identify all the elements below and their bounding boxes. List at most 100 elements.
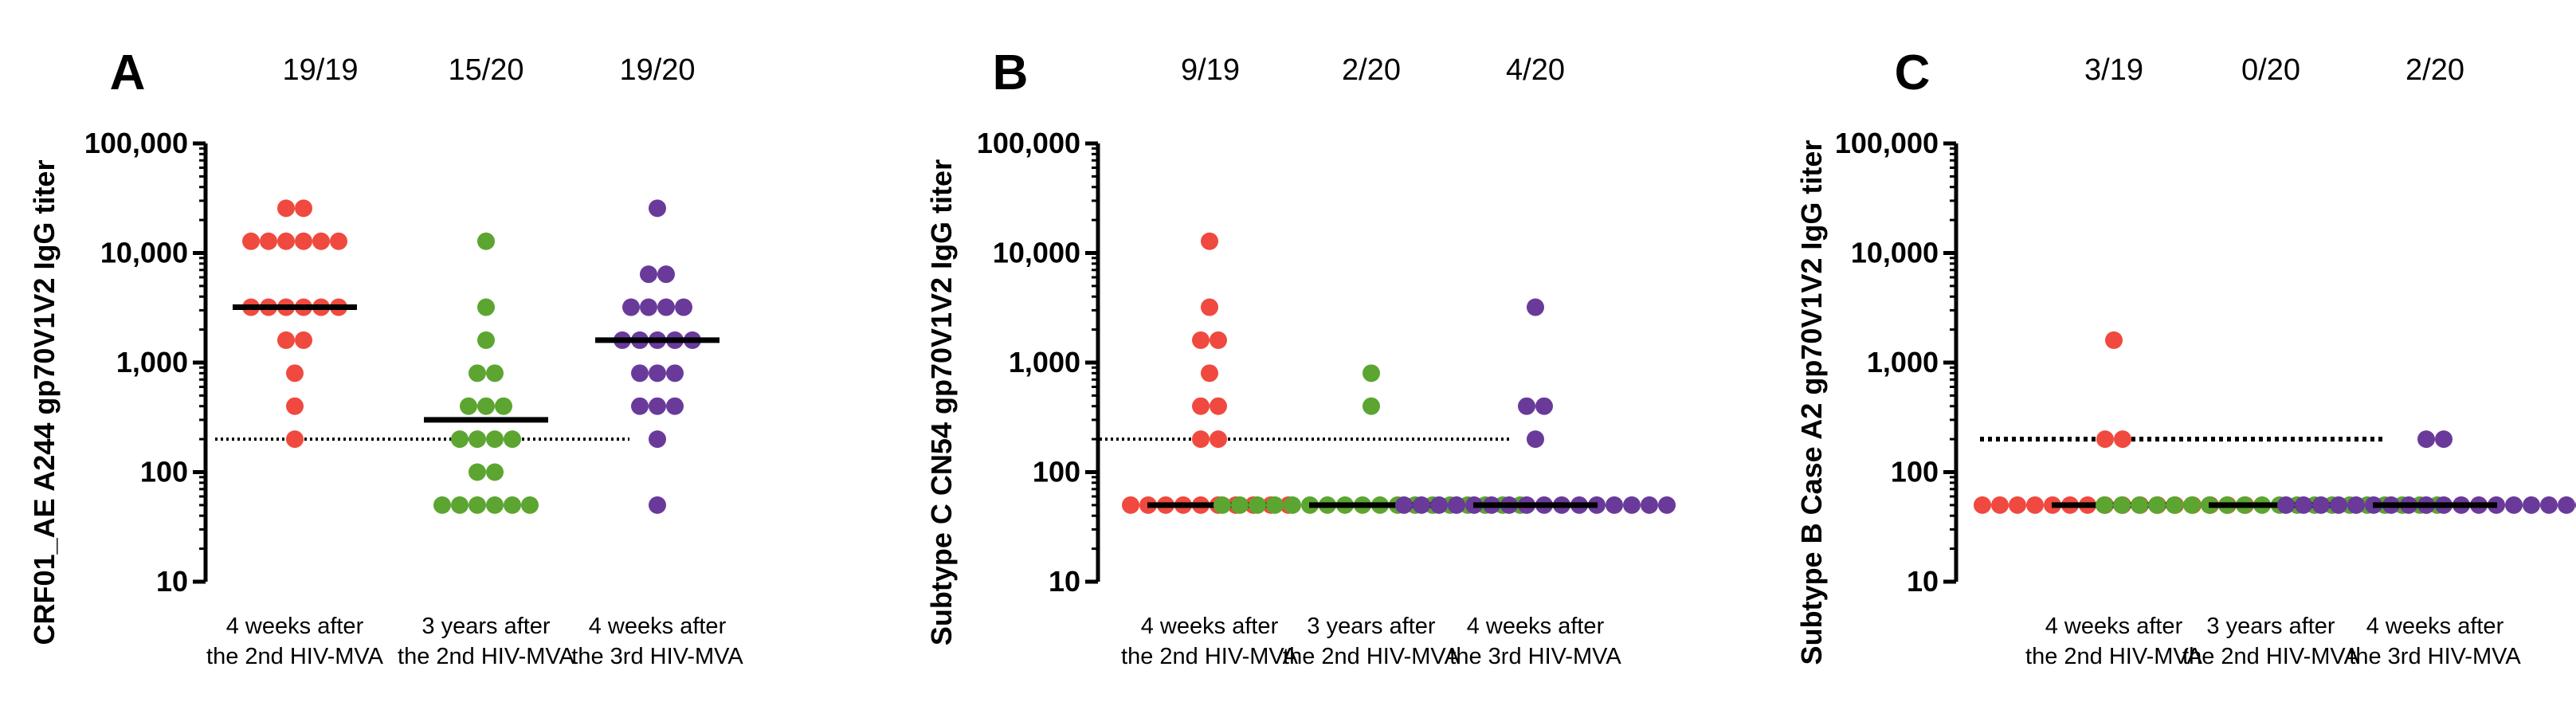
data-point bbox=[1201, 232, 1218, 250]
data-point bbox=[1249, 496, 1266, 514]
y-tick-label: 10,000 bbox=[993, 237, 1080, 269]
data-point bbox=[277, 199, 295, 218]
x-category-label: the 3rd HIV-MVA bbox=[571, 644, 743, 669]
responder-ratio: 0/20 bbox=[2241, 53, 2300, 87]
data-point bbox=[1201, 298, 1218, 316]
data-point bbox=[2131, 496, 2148, 514]
x-category-label: 4 weeks after bbox=[2366, 614, 2504, 639]
data-point bbox=[477, 298, 495, 316]
y-tick-label: 100,000 bbox=[977, 127, 1080, 159]
data-point bbox=[295, 232, 312, 250]
data-point bbox=[1518, 397, 1535, 415]
x-category-label: the 2nd HIV-MVA bbox=[2025, 644, 2203, 669]
data-point bbox=[1606, 496, 1623, 514]
data-point bbox=[649, 199, 666, 218]
data-point bbox=[622, 298, 640, 316]
y-tick-label: 1,000 bbox=[116, 346, 188, 378]
data-point bbox=[1210, 430, 1227, 449]
data-point bbox=[1201, 364, 1218, 382]
data-point bbox=[1430, 496, 1448, 514]
panel-letter: B bbox=[993, 45, 1029, 100]
responder-ratio: 2/20 bbox=[2405, 53, 2464, 87]
data-point bbox=[486, 430, 504, 449]
data-point bbox=[2417, 430, 2435, 449]
y-tick-label: 100 bbox=[1033, 456, 1080, 488]
data-point bbox=[469, 364, 486, 382]
data-point bbox=[1192, 430, 1210, 449]
responder-ratio: 9/19 bbox=[1181, 53, 1240, 87]
y-tick-label: 1,000 bbox=[1009, 346, 1080, 378]
x-category-label: the 2nd HIV-MVA bbox=[398, 644, 575, 669]
data-point bbox=[477, 331, 495, 349]
x-category-label: the 3rd HIV-MVA bbox=[1449, 644, 1621, 669]
data-point bbox=[1192, 397, 1210, 415]
data-point bbox=[1362, 397, 1380, 415]
data-point bbox=[2009, 496, 2026, 514]
data-point bbox=[451, 430, 469, 449]
y-axis-label: CRF01_AE A244 gp70V1V2 IgG titer bbox=[28, 160, 61, 645]
data-point bbox=[649, 364, 666, 382]
data-point bbox=[1413, 496, 1430, 514]
x-category-label: the 2nd HIV-MVA bbox=[2182, 644, 2360, 669]
data-point bbox=[486, 496, 504, 514]
x-category-label: 4 weeks after bbox=[589, 614, 727, 639]
data-point bbox=[2183, 496, 2201, 514]
data-point bbox=[1448, 496, 1465, 514]
data-point bbox=[451, 496, 469, 514]
data-point bbox=[469, 496, 486, 514]
data-point bbox=[2347, 496, 2365, 514]
y-tick-label: 10,000 bbox=[1851, 237, 1939, 269]
data-point bbox=[649, 397, 666, 415]
y-tick-label: 100 bbox=[140, 456, 188, 488]
data-point bbox=[495, 397, 512, 415]
data-point bbox=[2558, 496, 2575, 514]
data-point bbox=[649, 430, 666, 449]
x-category-label: 4 weeks after bbox=[1467, 614, 1605, 639]
responder-ratio: 2/20 bbox=[1342, 53, 1401, 87]
x-category-label: 4 weeks after bbox=[226, 614, 364, 639]
data-point bbox=[666, 364, 684, 382]
panel-c: C 3/19 0/20 2/20 Subtype B Case A2 gp70V1V2 … bbox=[1795, 45, 2576, 669]
data-point bbox=[2148, 496, 2166, 514]
data-point bbox=[1658, 496, 1676, 514]
responder-ratio: 19/20 bbox=[619, 53, 695, 87]
y-tick-label: 100,000 bbox=[1835, 127, 1939, 159]
data-point bbox=[2435, 430, 2452, 449]
x-category-label: 3 years after bbox=[1307, 614, 1436, 639]
data-point bbox=[469, 463, 486, 481]
data-point bbox=[477, 397, 495, 415]
y-tick-label: 100,000 bbox=[84, 127, 188, 159]
y-axis-label: Subtype B Case A2 gp70V1V2 IgG titer bbox=[1795, 140, 1828, 665]
panel-a: A 19/19 15/20 19/20 CRF01_AE A244 gp70V1V2 I… bbox=[28, 45, 743, 669]
data-point bbox=[486, 463, 504, 481]
x-category-label: the 2nd HIV-MVA bbox=[1121, 644, 1299, 669]
data-point bbox=[2540, 496, 2558, 514]
data-point bbox=[460, 397, 477, 415]
y-tick-label: 10 bbox=[1907, 565, 1939, 598]
data-point bbox=[631, 364, 649, 382]
data-point bbox=[1974, 496, 1991, 514]
panel-b: B 9/19 2/20 4/20 Subtype C CN54 gp70V1V2 IgG… bbox=[925, 45, 1676, 669]
y-tick-label: 1,000 bbox=[1867, 346, 1939, 378]
data-point bbox=[469, 430, 486, 449]
data-point bbox=[330, 232, 347, 250]
data-point bbox=[2277, 496, 2295, 514]
data-point bbox=[2295, 496, 2312, 514]
x-category-label: 4 weeks after bbox=[2045, 614, 2183, 639]
data-point bbox=[295, 199, 312, 218]
x-category-label: the 2nd HIV-MVA bbox=[206, 644, 384, 669]
panel-letter: A bbox=[110, 45, 146, 100]
data-point bbox=[1527, 298, 1544, 316]
data-point bbox=[2096, 430, 2114, 449]
data-point bbox=[1284, 496, 1301, 514]
data-point bbox=[486, 364, 504, 382]
responder-ratio: 19/19 bbox=[282, 53, 358, 87]
x-category-label: 3 years after bbox=[421, 614, 551, 639]
data-point bbox=[2113, 496, 2131, 514]
data-point bbox=[286, 364, 304, 382]
data-point bbox=[1362, 364, 1380, 382]
data-point bbox=[657, 265, 675, 284]
data-point bbox=[277, 331, 295, 349]
x-category-label: 4 weeks after bbox=[1141, 614, 1279, 639]
